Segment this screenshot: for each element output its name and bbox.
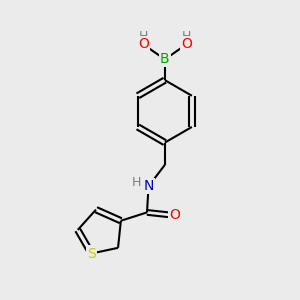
Text: O: O (169, 208, 180, 222)
Text: H: H (182, 30, 191, 43)
Text: N: N (143, 179, 154, 193)
Text: O: O (181, 38, 192, 52)
Text: H: H (139, 30, 148, 43)
Text: S: S (87, 247, 96, 260)
Text: H: H (131, 176, 141, 189)
Text: O: O (138, 38, 149, 52)
Text: B: B (160, 52, 170, 66)
